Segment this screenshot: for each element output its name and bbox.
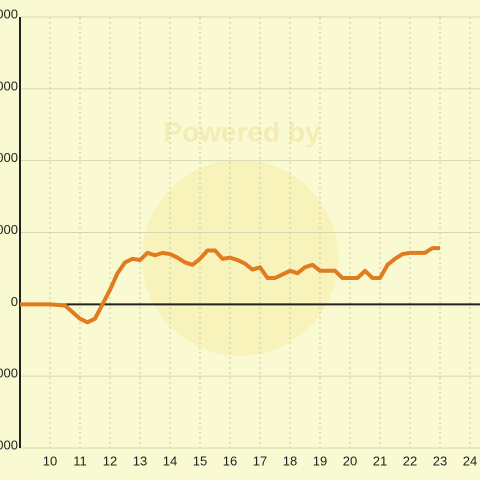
x-tick-label: 15 [193, 453, 207, 468]
x-tick-label: 11 [73, 453, 87, 468]
y-tick-label: 3,000 [0, 222, 18, 237]
x-tick-label: 23 [433, 453, 447, 468]
x-tick-label: 14 [163, 453, 177, 468]
x-tick-label: 21 [373, 453, 387, 468]
x-tick-label: 10 [43, 453, 57, 468]
watermark-logo [142, 160, 338, 356]
watermark: Powered by [163, 116, 321, 147]
x-tick-label: 24 [463, 453, 477, 468]
y-tick-label: 9,000 [0, 78, 18, 93]
x-tick-label: 18 [283, 453, 297, 468]
line-series [20, 246, 441, 325]
y-tick-label: -3,000 [0, 366, 18, 381]
y-tick-label: 12,000 [0, 6, 18, 21]
x-tick-label: 20 [343, 453, 357, 468]
x-tick-label: 22 [403, 453, 417, 468]
x-tick-label: 12 [103, 453, 117, 468]
x-tick-label: 19 [313, 453, 327, 468]
y-tick-label: 6,000 [0, 150, 18, 165]
y-tick-label: 0 [11, 294, 18, 309]
x-tick-label: 16 [223, 453, 237, 468]
x-tick-label: 13 [133, 453, 147, 468]
x-tick-label: 17 [253, 453, 267, 468]
y-tick-label: -6,000 [0, 437, 18, 452]
